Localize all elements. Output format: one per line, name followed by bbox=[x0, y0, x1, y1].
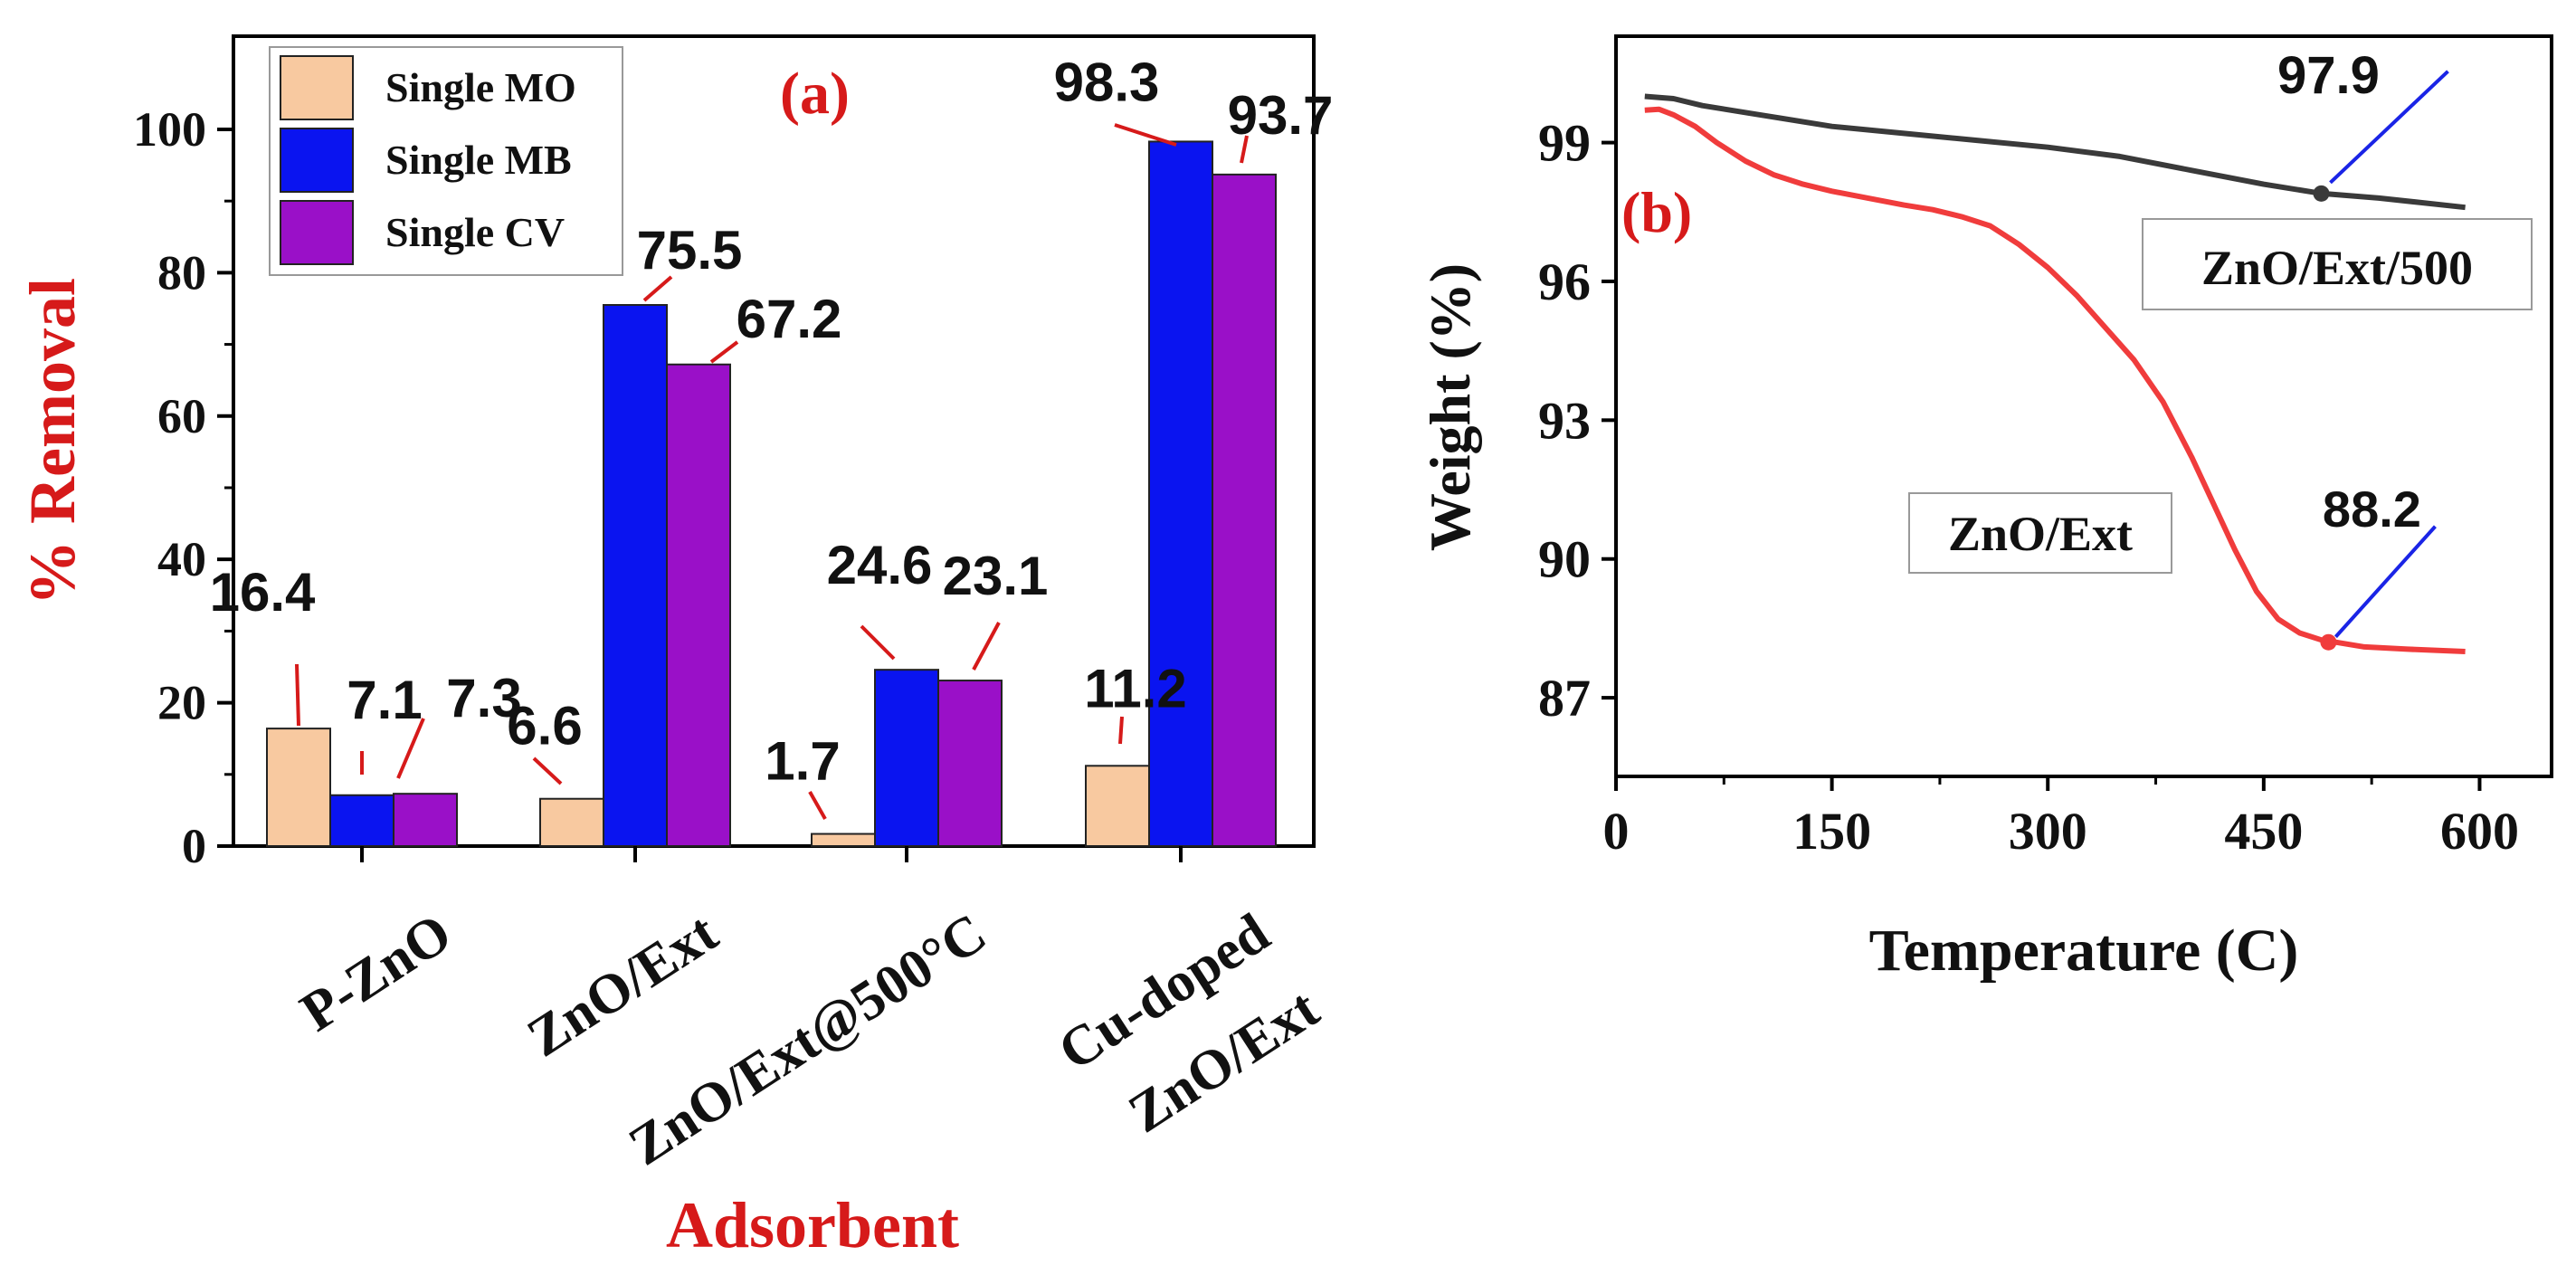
panel-label-a: (a) bbox=[780, 61, 850, 127]
label-pointer-a bbox=[1114, 123, 1177, 147]
x-tick-label-b: 450 bbox=[2224, 802, 2303, 861]
label-pointer-a bbox=[972, 622, 1001, 671]
bar-single-mb bbox=[603, 304, 668, 848]
data-label-a: 23.1 bbox=[943, 546, 1049, 606]
plot-frame-a bbox=[232, 34, 1316, 848]
series-marker-b bbox=[2313, 185, 2330, 202]
series-marker-b bbox=[2320, 633, 2337, 651]
y-axis-title-a: % Removal bbox=[16, 278, 89, 605]
bar-single-mo bbox=[539, 797, 604, 847]
annotation-label-b: 97.9 bbox=[2277, 46, 2380, 105]
x-tick-label-b: 300 bbox=[2009, 802, 2087, 861]
bar-single-cv bbox=[1212, 173, 1277, 847]
panel-label-b: (b) bbox=[1621, 180, 1692, 244]
legend-swatch-a bbox=[280, 55, 354, 120]
data-label-a: 67.2 bbox=[737, 289, 842, 349]
category-label-group-a: P-ZnO bbox=[290, 902, 462, 1043]
category-label-a: ZnO/Ext bbox=[517, 901, 728, 1069]
label-pointer-a bbox=[709, 340, 739, 364]
curve-label-b: ZnO/Ext/500 bbox=[2201, 241, 2473, 295]
data-label-a: 16.4 bbox=[210, 562, 316, 623]
legend-label-a: Single MO bbox=[385, 64, 576, 110]
y-tick-label-b: 93 bbox=[1538, 391, 1591, 450]
data-label-a: 1.7 bbox=[765, 731, 840, 792]
category-label-a: P-ZnO bbox=[290, 902, 462, 1043]
y-tick-label-b: 96 bbox=[1538, 252, 1591, 311]
x-tick-label-b: 150 bbox=[1792, 802, 1871, 861]
data-label-a: 11.2 bbox=[1084, 658, 1186, 718]
data-label-a: 7.1 bbox=[347, 670, 422, 730]
annotation-pointer-b bbox=[2334, 525, 2437, 639]
bar-single-mo bbox=[811, 833, 876, 848]
y-tick-label-b: 87 bbox=[1538, 669, 1591, 728]
label-pointer-a bbox=[396, 718, 425, 779]
y-tick-label-a: 0 bbox=[182, 819, 206, 873]
y-tick-label-b: 90 bbox=[1538, 530, 1591, 589]
y-tick-label-b: 99 bbox=[1538, 114, 1591, 173]
annotation-label-b: 88.2 bbox=[2323, 481, 2421, 538]
y-axis-title-b: Weight (%) bbox=[1418, 263, 1482, 551]
x-tick-label-b: 0 bbox=[1603, 802, 1630, 861]
curve-label-box-b bbox=[2142, 218, 2533, 310]
label-pointer-a bbox=[1118, 716, 1124, 745]
label-pointer-a bbox=[532, 756, 563, 785]
legend-label-a: Single CV bbox=[385, 209, 565, 255]
y-tick-label-a: 100 bbox=[133, 102, 206, 157]
y-tick-label-a: 60 bbox=[157, 389, 206, 443]
plot-frame-b bbox=[1614, 34, 2553, 778]
data-label-a: 93.7 bbox=[1228, 85, 1334, 146]
x-axis-title-a: Adsorbent bbox=[666, 1189, 959, 1261]
legend-label-a: Single MB bbox=[385, 137, 572, 183]
line-series-zno-ext-500 bbox=[1644, 93, 2466, 211]
data-label-a: 6.6 bbox=[507, 696, 582, 756]
bar-single-cv bbox=[937, 680, 1003, 847]
label-pointer-a bbox=[1240, 135, 1249, 164]
y-tick-label-a: 20 bbox=[157, 676, 206, 730]
bar-chart-panel-a: 0 20 40 60 80 100 16.4 6.6 1.7 11.2 7.1 75.5 24.6 98.… bbox=[16, 34, 1334, 1261]
curve-label-box-b bbox=[1908, 492, 2172, 574]
bar-single-mo bbox=[266, 728, 331, 847]
label-pointer-a bbox=[860, 624, 896, 661]
y-tick-label-a: 80 bbox=[157, 245, 206, 300]
bar-single-cv bbox=[393, 793, 458, 847]
curve-label-b: ZnO/Ext bbox=[1948, 507, 2133, 561]
category-label-group-a: ZnO/Ext bbox=[517, 901, 728, 1069]
data-label-a: 7.3 bbox=[446, 668, 521, 728]
bar-single-cv bbox=[666, 363, 731, 847]
legend-swatch-a bbox=[280, 128, 354, 193]
data-label-a: 75.5 bbox=[637, 220, 743, 281]
x-tick-label-b: 600 bbox=[2440, 802, 2519, 861]
bar-single-mb bbox=[329, 794, 394, 848]
bar-single-mb bbox=[874, 669, 939, 848]
y-tick-label-a: 40 bbox=[157, 532, 206, 586]
bar-single-mo bbox=[1085, 765, 1150, 848]
label-pointer-a bbox=[808, 791, 827, 820]
line-chart-panel-b: 0 150 300 450 600 87 90 93 96 99 97.9 88.2 ZnO/Ext/5… bbox=[1418, 34, 2553, 984]
x-axis-title-b: Temperature (C) bbox=[1869, 918, 2299, 984]
label-pointer-a bbox=[295, 663, 300, 727]
legend-swatch-a bbox=[280, 200, 354, 265]
data-label-a: 24.6 bbox=[827, 535, 933, 595]
data-label-a: 98.3 bbox=[1054, 52, 1160, 112]
line-series-zno-ext bbox=[1644, 106, 2466, 654]
bar-single-mb bbox=[1148, 140, 1213, 847]
label-pointer-a bbox=[642, 275, 673, 302]
annotation-pointer-b bbox=[2329, 70, 2449, 185]
